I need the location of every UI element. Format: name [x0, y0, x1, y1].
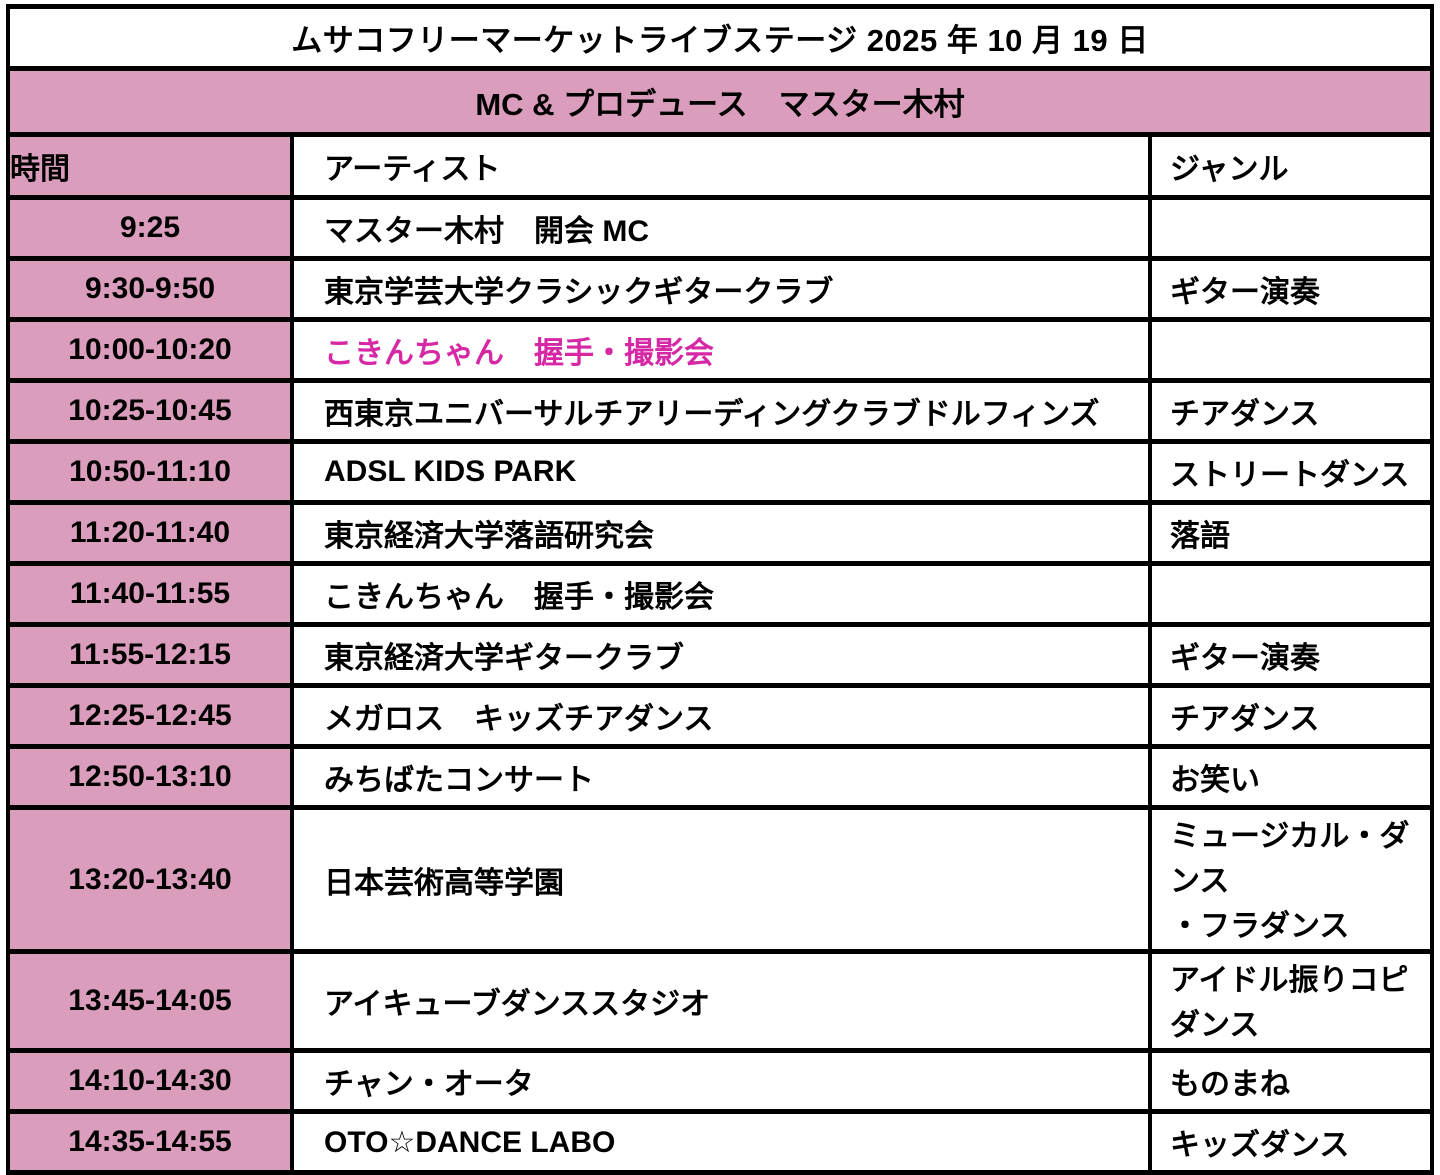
table-row: 10:00-10:20 こきんちゃん 握手・撮影会: [6, 317, 1435, 383]
artist-cell: 東京経済大学落語研究会: [290, 500, 1152, 566]
artist-cell: みちばたコンサート: [290, 744, 1152, 810]
column-header-genre: ジャンル: [1147, 132, 1435, 200]
time-cell: 14:35-14:55: [6, 1109, 294, 1175]
artist-cell: 東京経済大学ギタークラブ: [290, 622, 1152, 688]
table-row: 11:40-11:55 こきんちゃん 握手・撮影会: [6, 561, 1435, 627]
column-header-artist: アーティスト: [290, 132, 1152, 200]
genre-cell: ものまね: [1147, 1048, 1435, 1114]
genre-cell: [1147, 561, 1435, 627]
time-cell: 11:55-12:15: [6, 622, 294, 688]
time-cell: 9:25: [6, 195, 294, 261]
artist-cell: こきんちゃん 握手・撮影会: [290, 561, 1152, 627]
genre-cell: チアダンス: [1147, 683, 1435, 749]
genre-cell: ミュージカル・ダンス ・フラダンス: [1147, 805, 1435, 954]
table-row: 12:50-13:10 みちばたコンサート お笑い: [6, 744, 1435, 810]
time-cell: 11:40-11:55: [6, 561, 294, 627]
artist-cell: メガロス キッズチアダンス: [290, 683, 1152, 749]
table-row: 14:35-14:55 OTO☆DANCE LABO キッズダンス: [6, 1109, 1435, 1175]
table-row: 12:25-12:45 メガロス キッズチアダンス チアダンス: [6, 683, 1435, 749]
table-row: 10:25-10:45 西東京ユニバーサルチアリーディングクラブドルフィンズ チ…: [6, 378, 1435, 444]
artist-cell-highlighted: こきんちゃん 握手・撮影会: [290, 317, 1152, 383]
artist-cell: OTO☆DANCE LABO: [290, 1109, 1152, 1175]
time-cell: 11:20-11:40: [6, 500, 294, 566]
mc-producer-label: MC & プロデュース マスター木村: [5, 66, 1435, 137]
schedule-table: ムサコフリーマーケットライブステージ 2025 年 10 月 19 日 MC &…: [5, 4, 1435, 1175]
column-header-row: 時間 アーティスト ジャンル: [6, 132, 1435, 200]
genre-cell: ギター演奏: [1147, 256, 1435, 322]
genre-cell: チアダンス: [1147, 378, 1435, 444]
table-row: 11:55-12:15 東京経済大学ギタークラブ ギター演奏: [6, 622, 1435, 688]
time-cell: 12:25-12:45: [6, 683, 294, 749]
genre-cell: ストリートダンス: [1147, 439, 1435, 505]
mc-row: MC & プロデュース マスター木村: [5, 66, 1435, 137]
time-cell: 13:20-13:40: [6, 805, 294, 954]
table-row: 9:25 マスター木村 開会 MC: [6, 195, 1435, 261]
artist-cell: 東京学芸大学クラシックギタークラブ: [290, 256, 1152, 322]
time-cell: 14:10-14:30: [6, 1048, 294, 1114]
table-row: 9:30-9:50 東京学芸大学クラシックギタークラブ ギター演奏: [6, 256, 1435, 322]
genre-cell: 落語: [1147, 500, 1435, 566]
time-cell: 13:45-14:05: [6, 949, 294, 1053]
table-row: 13:20-13:40 日本芸術高等学園 ミュージカル・ダンス ・フラダンス: [6, 805, 1435, 954]
genre-cell: キッズダンス: [1147, 1109, 1435, 1175]
column-header-time: 時間: [6, 132, 294, 200]
artist-cell: 日本芸術高等学園: [290, 805, 1152, 954]
genre-cell: [1147, 317, 1435, 383]
genre-cell: アイドル振りコピダンス: [1147, 949, 1435, 1053]
table-row: 14:10-14:30 チャン・オータ ものまね: [6, 1048, 1435, 1114]
artist-cell: ADSL KIDS PARK: [290, 439, 1152, 505]
event-title: ムサコフリーマーケットライブステージ 2025 年 10 月 19 日: [5, 4, 1435, 71]
time-cell: 10:50-11:10: [6, 439, 294, 505]
table-row: 10:50-11:10 ADSL KIDS PARK ストリートダンス: [6, 439, 1435, 505]
time-cell: 9:30-9:50: [6, 256, 294, 322]
artist-cell: マスター木村 開会 MC: [290, 195, 1152, 261]
genre-cell: [1147, 195, 1435, 261]
artist-cell: 西東京ユニバーサルチアリーディングクラブドルフィンズ: [290, 378, 1152, 444]
artist-cell: チャン・オータ: [290, 1048, 1152, 1114]
genre-cell: お笑い: [1147, 744, 1435, 810]
time-cell: 10:00-10:20: [6, 317, 294, 383]
table-row: 13:45-14:05 アイキューブダンススタジオ アイドル振りコピダンス: [6, 949, 1435, 1053]
time-cell: 10:25-10:45: [6, 378, 294, 444]
table-row: 11:20-11:40 東京経済大学落語研究会 落語: [6, 500, 1435, 566]
genre-cell: ギター演奏: [1147, 622, 1435, 688]
artist-cell: アイキューブダンススタジオ: [290, 949, 1152, 1053]
time-cell: 12:50-13:10: [6, 744, 294, 810]
title-row: ムサコフリーマーケットライブステージ 2025 年 10 月 19 日: [5, 4, 1435, 71]
